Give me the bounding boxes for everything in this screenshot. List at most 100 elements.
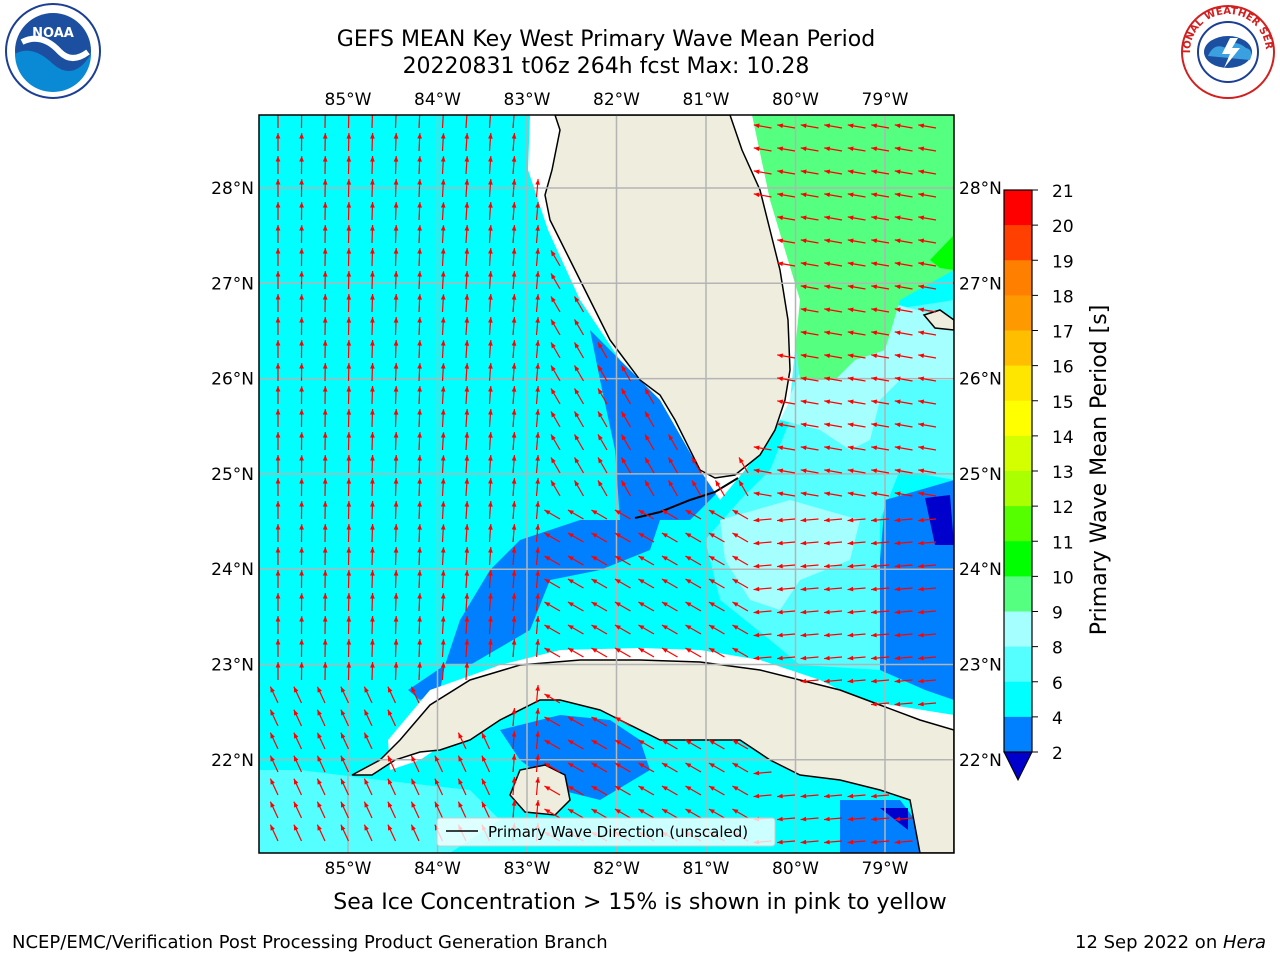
wave-arrow-head [346,340,352,346]
wave-arrow-head [918,586,924,592]
wave-arrow-head [894,816,901,822]
wave-arrow-head [847,491,854,497]
wave-arrow-head [824,123,831,129]
colorbar-tick: 9 [1052,604,1063,624]
wave-arrow-head [551,365,556,372]
wave-arrow-head [458,801,463,808]
wave-arrow-head [824,655,830,661]
wave-arrow-head [591,625,598,630]
wave-arrow-head [511,248,517,254]
wave-arrow-head [894,376,901,382]
wave-arrow-head [614,809,621,814]
wave-arrow-head [270,709,275,716]
wave-arrow-head [567,533,574,538]
wave-arrow-head [567,602,574,607]
wave-arrow-head [824,399,831,405]
colorbar-segment [1004,611,1032,648]
wave-arrow-head [918,540,924,546]
wave-arrow-head [464,363,470,369]
wave-arrow-head [777,445,784,451]
wave-arrow-head [481,755,487,762]
wave-arrow-head [488,133,493,139]
wave-arrow-head [275,639,281,645]
wave-arrow-head [535,731,540,737]
wave-arrow-head [340,732,346,739]
wave-arrow-head [346,639,352,645]
wave-arrow-head [440,432,446,438]
wave-arrow-head [800,215,807,221]
contour-8-9-south [720,500,860,610]
wave-arrow-head [685,763,692,768]
lon-tick-bottom: 83°W [504,859,551,879]
wave-arrow-head [894,238,901,244]
wave-arrow-head [894,330,901,336]
lon-tick-bottom: 85°W [325,859,372,879]
wave-arrow-head [535,777,540,783]
wave-arrow-head [464,340,470,346]
wave-arrow-head [322,478,328,484]
wave-arrow-head [275,363,281,369]
wave-arrow-head [488,593,493,599]
wave-arrow-head [739,457,744,464]
wave-arrow-head [753,586,760,592]
wave-arrow-head [387,801,393,808]
wave-arrow-head [638,625,645,630]
colorbar-tick: 8 [1052,639,1063,659]
wave-arrow-head [393,593,399,599]
wave-arrow-head [299,294,304,300]
wave-arrow-head [918,215,925,221]
wave-arrow-head [322,248,328,254]
wave-arrow-head [567,763,574,768]
wave-arrow-head [535,317,540,323]
wave-arrow-head [918,399,925,405]
wave-arrow-head [574,411,580,418]
colorbar-tick: 14 [1052,428,1074,448]
colorbar-tick: 12 [1052,498,1074,518]
wave-arrow-head [661,510,668,515]
wave-arrow-head [364,801,369,808]
wave-arrow-head [370,593,375,599]
wave-arrow-head [551,457,556,464]
wave-arrow-head [393,386,399,392]
wave-arrow [371,115,374,129]
wave-arrow-head [598,411,603,418]
wave-arrow-head [511,570,517,576]
wave-arrow-head [847,655,854,661]
wave-arrow-head [732,602,739,607]
wave-arrow-head [638,786,645,791]
lat-tick-left: 25°N [211,465,254,485]
wave-arrow-head [346,409,352,415]
wave-arrow-head [417,271,422,277]
wave-arrow-head [800,793,807,799]
wave-arrow-head [753,517,760,523]
wave-arrow-head [481,778,487,785]
wave-arrow-head [574,342,580,349]
wave-arrow-head [708,648,715,653]
wave-arrow-head [777,261,784,267]
wave-arrow-head [434,755,440,762]
wave-arrow-head [511,524,517,530]
wave-arrow-head [574,319,580,326]
wave-arrow-head [340,778,346,785]
wave-arrow-head [440,616,446,622]
wave-arrow-head [824,307,831,313]
wave-arrow-head [364,709,369,716]
wave-arrow-head [370,662,375,668]
wave-arrow-head [824,793,830,799]
wave-arrow-head [346,501,352,507]
wave-arrow-head [732,510,739,515]
wave-arrow-head [574,434,580,441]
wave-arrow-head [299,317,304,323]
wave-arrow-head [364,686,369,693]
wave-arrow-head [685,740,692,745]
colorbar-tick: 18 [1052,287,1074,307]
lat-tick-left: 24°N [211,560,254,580]
wave-arrow-head [346,593,352,599]
wave-arrow-head [299,386,304,392]
wave-arrow-head [800,517,807,523]
wave-arrow-head [411,686,416,693]
wave-arrow-head [800,816,807,822]
wave-arrow-head [598,434,603,441]
wave-arrow-head [551,411,556,418]
wave-arrow-head [824,445,831,451]
